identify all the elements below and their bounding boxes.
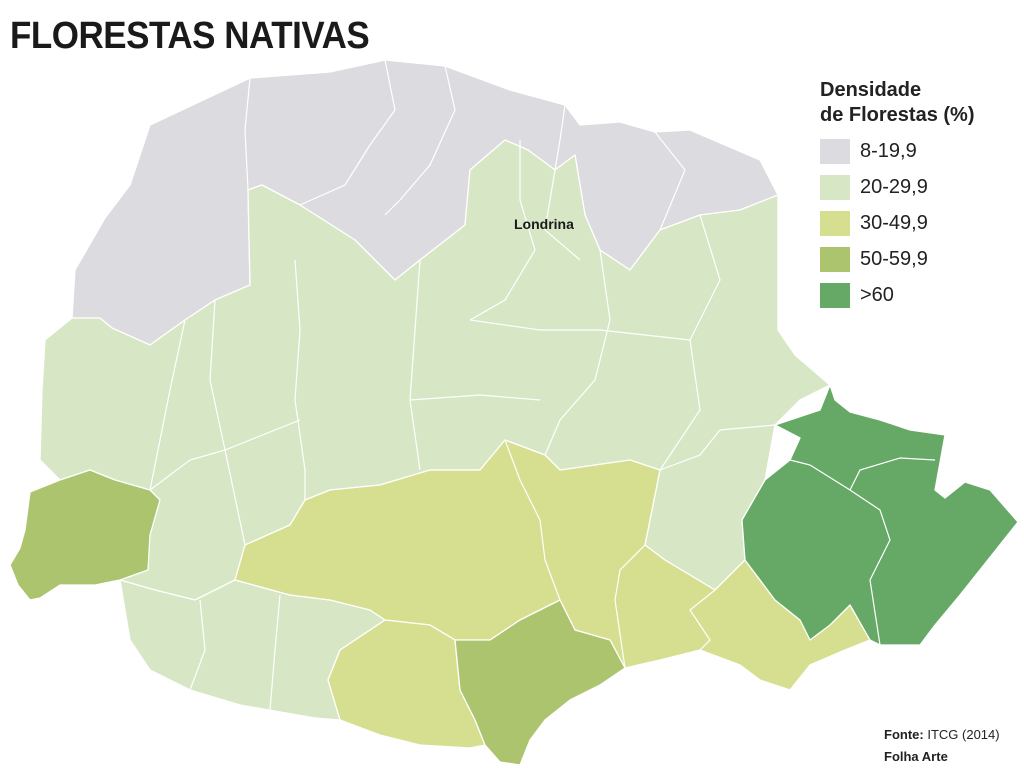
legend-label: 20-29,9 xyxy=(860,176,928,198)
source-line: Fonte: ITCG (2014) xyxy=(884,724,1000,746)
legend-label: 8-19,9 xyxy=(860,140,917,162)
legend-label: 50-59,9 xyxy=(860,248,928,270)
legend-label: 30-49,9 xyxy=(860,212,928,234)
source-text: ITCG (2014) xyxy=(927,727,1000,742)
legend: Densidade de Florestas (%) 8-19,9 20-29,… xyxy=(820,78,974,308)
legend-label: >60 xyxy=(860,284,894,306)
map-title: FLORESTAS NATIVAS xyxy=(10,15,370,57)
legend-title-line1: Densidade xyxy=(820,79,922,101)
credit-line: Folha Arte xyxy=(884,746,1000,768)
legend-items: 8-19,9 20-29,9 30-49,9 50-59,9 >60 xyxy=(820,139,974,308)
legend-item: 50-59,9 xyxy=(820,247,974,272)
legend-swatch xyxy=(820,175,850,200)
legend-item: 20-29,9 xyxy=(820,175,974,200)
region-south-olive xyxy=(454,599,626,766)
legend-swatch xyxy=(820,247,850,272)
legend-swatch xyxy=(820,283,850,308)
legend-swatch xyxy=(820,139,850,164)
legend-item: 30-49,9 xyxy=(820,211,974,236)
region-east-dark xyxy=(741,384,1019,646)
legend-title: Densidade de Florestas (%) xyxy=(820,78,974,128)
source-label: Fonte: xyxy=(884,727,924,742)
legend-swatch xyxy=(820,211,850,236)
legend-item: >60 xyxy=(820,283,974,308)
region-west-olive xyxy=(9,469,161,601)
legend-title-line2: de Florestas (%) xyxy=(820,104,975,126)
credit-text: Folha Arte xyxy=(884,749,948,764)
source-note: Fonte: ITCG (2014) Folha Arte xyxy=(884,724,1000,768)
legend-item: 8-19,9 xyxy=(820,139,974,164)
internal-borders xyxy=(149,59,936,711)
city-label-londrina: Londrina xyxy=(514,216,574,232)
